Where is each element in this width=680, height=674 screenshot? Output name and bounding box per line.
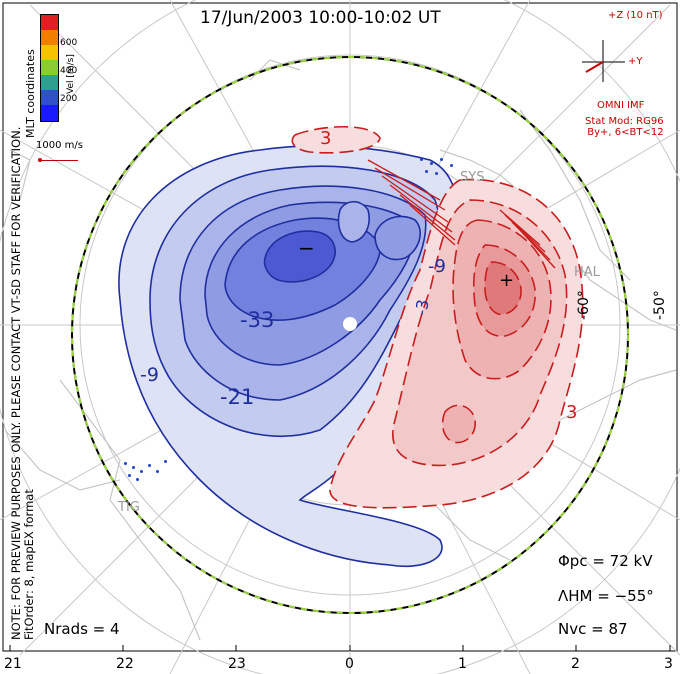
imf-model: Stat Mod: RG96 By+, 6<BT<12 [585,116,664,138]
dawn-cell [291,125,584,509]
colorbar-tick-200: 200 [60,94,78,104]
mlt-label-21: 21 [4,656,22,672]
station-hal: HAL [574,265,600,280]
potential-max-marker: + [499,270,515,291]
data-dot [148,464,151,467]
imf-clock [582,40,625,82]
imf-source: OMNI IMF [597,100,645,111]
contour-label-3b: 3 [566,402,578,423]
map-title: 17/Jun/2003 10:00-10:02 UT [200,8,441,28]
mlt-label-2: 2 [571,656,580,672]
mlt-label-0: 0 [345,656,354,672]
mlt-label-22: 22 [116,656,134,672]
station-tig: TIG [118,500,140,515]
data-dot [440,158,443,161]
stat-n-vc: Nvc = 87 [558,620,628,638]
vector-scale-line [40,160,78,161]
contour-label-3c: 3 [320,128,332,149]
mlt-coordinates-label: MLT coordinates [24,49,37,138]
fitorder-text: FitOrder: 8, mapEX format [22,489,36,640]
mlt-label-23: 23 [228,656,246,672]
dusk-cell [118,145,459,568]
imf-by-label: +Y [628,56,643,67]
data-dot [128,474,131,477]
velocity-vectors [367,159,556,269]
data-dot [164,460,167,463]
stat-phi-pc: Φpc = 72 kV [558,552,653,570]
stat-n-rads: Nrads = 4 [44,620,120,638]
data-dot [124,462,127,465]
vector-scale-label: 1000 m/s [36,140,83,151]
data-dot [420,158,423,161]
potential-min-marker: − [298,236,315,260]
velocity-colorbar [40,14,59,122]
hm-boundary-dash [71,56,629,614]
preview-note: NOTE: FOR PREVIEW PURPOSES ONLY. PLEASE … [9,127,36,640]
data-dot [140,470,143,473]
stat-lambda-hm: ΛHM = −55° [558,587,654,605]
data-dot [430,162,433,165]
station-sys: SYS [460,170,485,185]
data-dot [132,466,135,469]
data-dot [136,478,139,481]
vector-scale-dot [38,158,42,162]
contour-label-21: -21 [220,385,255,409]
contour-label-9a: -9 [140,364,159,386]
imf-condition: By+, 6<BT<12 [587,127,664,138]
contour-label-3a: -3 [411,297,433,318]
data-dot [435,172,438,175]
data-dot [156,470,159,473]
latitude-label-60: -60° [576,290,592,320]
mlt-label-1: 1 [458,656,467,672]
colorbar-tick-400: 400 [60,66,78,76]
mlt-label-3: 3 [664,656,673,672]
data-dot [425,170,428,173]
colorbar-label: Vel [m/s] [66,54,76,94]
data-dot [450,164,453,167]
latitude-label-50: -50° [652,290,668,320]
imf-model-name: Stat Mod: RG96 [585,116,664,127]
imf-bz-label: +Z (10 nT) [608,10,663,21]
plot-frame [2,2,678,652]
contour-label-33: -33 [240,308,275,332]
magnetic-pole [343,317,357,331]
contour-label-9b: -9 [428,256,446,277]
mlt-axis-ticks [9,645,671,651]
colorbar-tick-600: 600 [60,38,78,48]
